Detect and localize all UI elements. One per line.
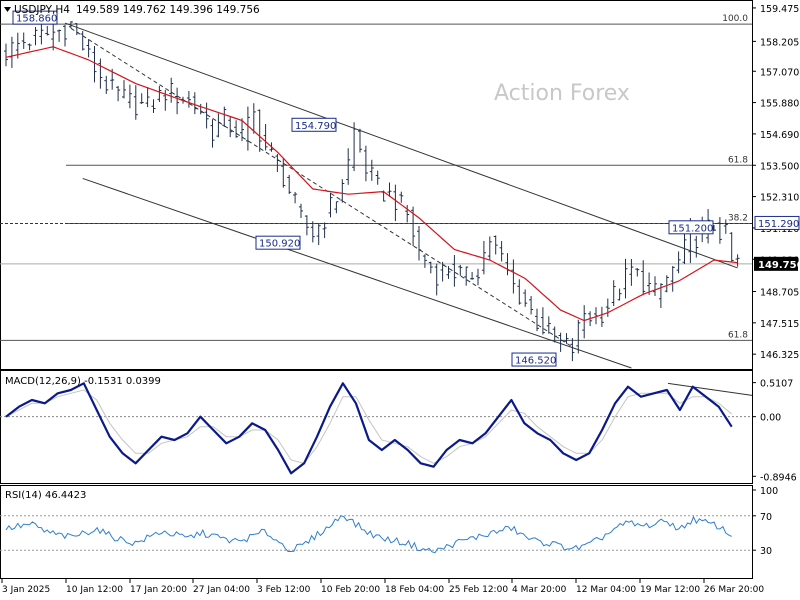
price-label-text: 158.860 [16, 14, 57, 25]
price-tick-label: 152.310 [760, 193, 799, 204]
rsi-title: RSI(14) 46.4423 [5, 490, 86, 501]
macd-tick-label: 0.5107 [760, 379, 793, 390]
time-axis: 3 Jan 2025 10 Jan 12:00 17 Jan 20:00 27 Jan… [1, 579, 764, 595]
macd-panel: 0.5107 0.00 -0.8946 [0, 379, 797, 483]
time-tick-label: 4 Mar 20:00 [512, 585, 567, 595]
last-price-text: 149.756 [758, 260, 800, 271]
rsi-tick-label: 70 [760, 512, 772, 523]
price-tick-label: 158.205 [760, 37, 799, 48]
fib-level-label: 61.8 [728, 330, 748, 340]
rsi-tick-label: 100 [760, 486, 778, 497]
macd-panel-frame [0, 370, 753, 484]
time-tick-label: 25 Feb 12:00 [449, 585, 508, 595]
time-tick-label: 17 Jan 20:00 [130, 585, 187, 595]
price-tick-label: 155.880 [760, 99, 799, 110]
price-label-text: 150.920 [259, 239, 300, 250]
macd-tick-label: 0.00 [760, 413, 781, 424]
price-label-box [12, 10, 58, 25]
channel-lower-line [82, 177, 632, 369]
watermark: Action Forex [494, 81, 630, 106]
channel-upper-line [64, 22, 738, 269]
price-label-box [668, 220, 714, 235]
time-tick-label: 12 Mar 04:00 [576, 585, 636, 595]
time-tick-label: 3 Feb 12:00 [257, 585, 311, 595]
price-tick-label: 146.325 [760, 350, 799, 361]
price-tick-label: 153.500 [760, 161, 799, 172]
rsi-line [5, 515, 732, 554]
fib-level-label: 38.2 [728, 213, 748, 223]
price-tick-label: 159.475 [760, 4, 799, 15]
price-label-box [255, 235, 301, 250]
ohlc-readout: 149.589 149.762 149.396 149.756 [76, 4, 260, 16]
macd-tick-label: -0.8946 [760, 472, 797, 483]
price-tick-label: 147.515 [760, 319, 799, 330]
time-tick-label: 19 Mar 12:00 [640, 585, 700, 595]
price-label-box [291, 117, 337, 132]
price-tick-label: 148.705 [760, 288, 799, 299]
price-label-text: 151.200 [672, 223, 713, 234]
price-panel: 159.475 158.205 157.070 155.880 154.690 153.5… [0, 4, 800, 369]
time-tick-label: 27 Jan 04:00 [193, 585, 250, 595]
time-tick-label: 3 Jan 2025 [2, 585, 50, 595]
price-label-text: 151.290 [758, 219, 799, 230]
time-tick-label: 10 Jan 12:00 [66, 585, 123, 595]
last-price-tag [754, 256, 798, 271]
macd-divergence-line [667, 382, 753, 396]
trend-dashed-line [70, 27, 573, 348]
price-tick-label: 154.690 [760, 130, 799, 141]
time-tick-label: 18 Feb 04:00 [385, 585, 444, 595]
rsi-panel: 100 70 30 [0, 486, 778, 557]
fib-level-label: 61.8 [728, 155, 748, 165]
symbol-menu-triangle-icon[interactable] [4, 7, 11, 12]
macd-signal-line [5, 389, 733, 464]
symbol-label[interactable]: USDJPY,H4 [14, 4, 70, 16]
time-tick-label: 10 Feb 20:00 [321, 585, 380, 595]
price-tick-label: 157.070 [760, 67, 799, 78]
macd-title: MACD(12,26,9) -0.1531 0.0399 [5, 376, 161, 387]
time-tick-label: 26 Mar 20:00 [704, 585, 764, 595]
macd-line [5, 382, 733, 475]
fib-level-label: 100.0 [722, 14, 748, 24]
price-label-box [511, 352, 557, 367]
price-panel-frame [0, 0, 753, 370]
moving-average-line [5, 46, 738, 322]
price-label-text: 154.790 [295, 121, 336, 132]
rsi-panel-frame [0, 485, 753, 579]
rsi-tick-label: 30 [760, 546, 772, 557]
price-label-text: 146.520 [515, 356, 556, 367]
price-label-box [754, 215, 800, 230]
